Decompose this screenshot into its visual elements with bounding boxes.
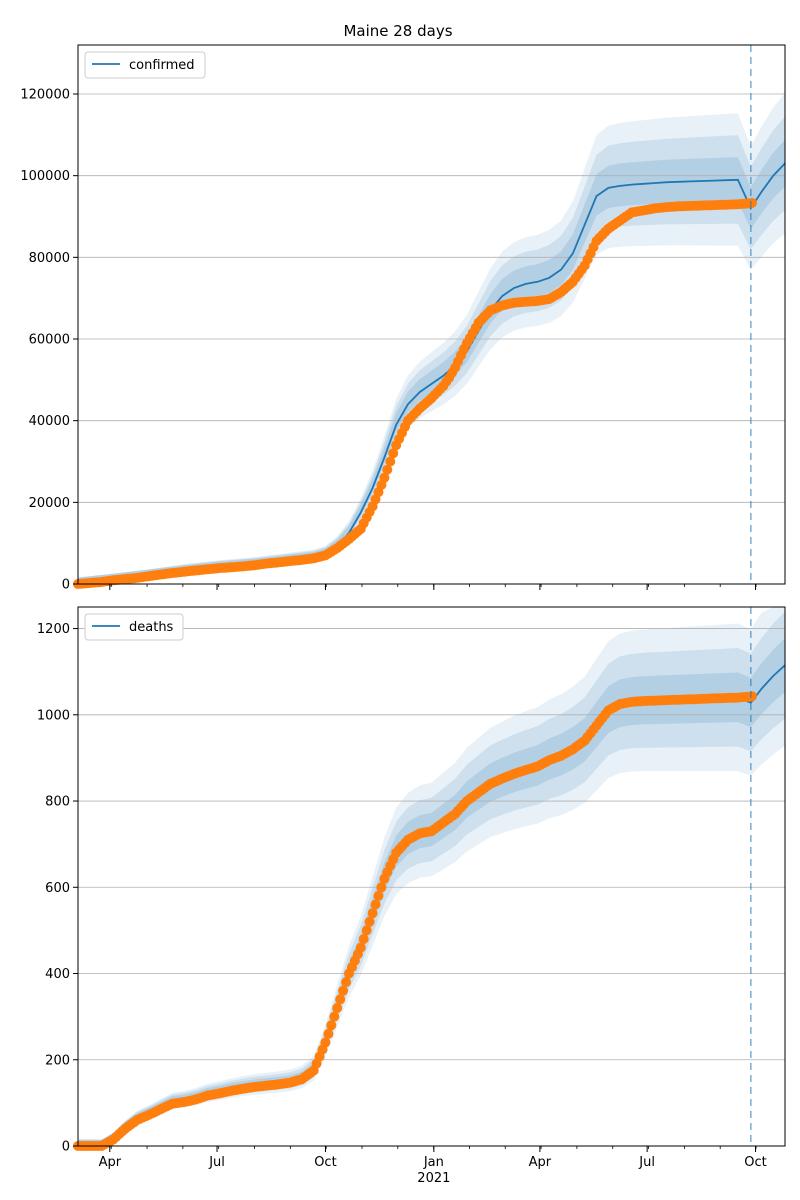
observed-point <box>323 1028 334 1039</box>
y-tick-label: 600 <box>45 881 70 896</box>
observed-point <box>379 472 390 483</box>
legend-box <box>84 51 206 79</box>
confirmed-axes-frame <box>77 44 786 585</box>
x-tick-label: Jan <box>423 1155 444 1170</box>
deaths-panel: 0 200 400 600 800 1000 1200 deaths <box>37 606 786 1155</box>
observed-point <box>747 691 757 702</box>
observed-point <box>338 985 349 996</box>
deaths-bands <box>78 607 785 1146</box>
y-tick-label: 400 <box>45 967 70 982</box>
observed-point <box>329 1011 340 1022</box>
observed-point <box>355 942 366 953</box>
confidence-band-1 <box>78 116 785 584</box>
y-tick-label: 200 <box>45 1053 70 1068</box>
deaths-observed-points <box>73 691 757 1151</box>
observed-point <box>747 198 757 208</box>
x-tick-label: Oct <box>314 1155 336 1170</box>
observed-point <box>388 448 399 459</box>
confidence-band-0 <box>78 93 785 584</box>
observed-point <box>341 977 352 988</box>
y-tick-label: 40000 <box>29 414 70 429</box>
deaths-y-ticks: 0 200 400 600 800 1000 1200 <box>37 622 78 1155</box>
observed-point <box>376 882 387 893</box>
confidence-band-0 <box>78 607 785 1146</box>
observed-point <box>367 908 378 919</box>
legend-label-deaths: deaths <box>129 620 174 635</box>
observed-point <box>370 899 381 910</box>
y-tick-label: 1000 <box>37 708 70 723</box>
confidence-band-2 <box>78 638 785 1146</box>
observed-point <box>382 464 393 475</box>
y-tick-label: 1200 <box>37 622 70 637</box>
observed-point <box>326 1020 337 1031</box>
observed-point <box>335 994 346 1005</box>
x-tick-label: Jul <box>208 1155 225 1170</box>
observed-point <box>361 925 372 936</box>
x-tick-label: Oct <box>744 1155 766 1170</box>
observed-point <box>358 934 369 944</box>
confirmed-x-ticks <box>109 584 757 590</box>
y-tick-label: 80000 <box>29 251 70 266</box>
deaths-x-ticks <box>109 1146 757 1152</box>
x-year-label: 2021 <box>417 1171 450 1186</box>
chart-title: Maine 28 days <box>343 22 452 40</box>
observed-point <box>373 890 384 901</box>
confirmed-bands <box>78 93 785 584</box>
deaths-legend: deaths <box>84 613 184 641</box>
confirmed-panel: 0 20000 40000 60000 80000 100000 120000 confir… <box>20 44 786 593</box>
x-tick-labels: Apr Jul Oct Jan Apr Jul Oct 2021 <box>99 1155 767 1186</box>
deaths-axes-frame <box>77 606 786 1147</box>
x-tick-label: Jul <box>638 1155 655 1170</box>
confidence-band-1 <box>78 611 785 1146</box>
legend-label-confirmed: confirmed <box>129 58 195 73</box>
y-tick-label: 800 <box>45 795 70 810</box>
y-tick-label: 20000 <box>29 496 70 511</box>
x-tick-label: Apr <box>99 1155 122 1170</box>
observed-point <box>332 1003 343 1013</box>
y-tick-label: 60000 <box>29 333 70 348</box>
observed-point <box>385 456 396 467</box>
legend-box <box>84 613 184 641</box>
y-tick-label: 0 <box>62 1140 70 1155</box>
observed-point <box>364 916 375 927</box>
y-tick-label: 0 <box>62 578 70 593</box>
y-tick-label: 120000 <box>20 88 70 103</box>
confirmed-y-ticks: 0 20000 40000 60000 80000 100000 120000 <box>20 88 78 593</box>
y-tick-label: 100000 <box>20 169 70 184</box>
x-tick-label: Apr <box>529 1155 552 1170</box>
confidence-band-2 <box>78 139 785 584</box>
observed-point <box>320 1037 331 1048</box>
confirmed-legend: confirmed <box>84 51 206 79</box>
